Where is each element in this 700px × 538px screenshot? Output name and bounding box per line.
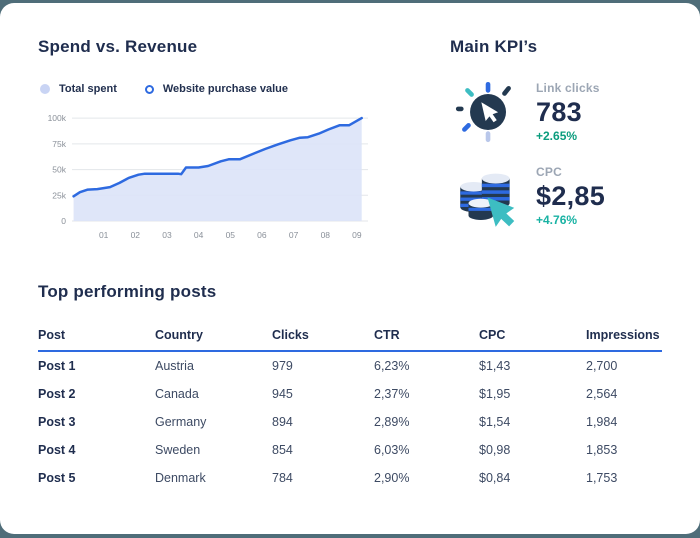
table-cell: 2,89% xyxy=(374,415,410,429)
ring-icon xyxy=(144,84,154,94)
svg-text:04: 04 xyxy=(194,230,204,240)
kpi-text-block: CPC $2,85 +4.76% xyxy=(536,165,605,227)
chart-legend: Total spent Website purchase value xyxy=(40,83,430,95)
table-cell: Austria xyxy=(155,359,194,373)
table-cell: Canada xyxy=(155,387,199,401)
kpi-label: CPC xyxy=(536,165,562,179)
legend-label: Website purchase value xyxy=(162,83,288,95)
table-row: Post 3 Germany 894 2,89% $1,54 1,984 xyxy=(38,408,662,436)
table-cell: 894 xyxy=(272,415,293,429)
spend-area-chart: 0 25k 50k 75k 100k 01 02 03 04 05 06 07 08 09 xyxy=(38,103,430,248)
cursor-click-icon xyxy=(455,81,511,143)
table-cell: 1,753 xyxy=(586,471,618,485)
table-cell: $1,43 xyxy=(479,359,511,373)
posts-title: Top performing posts xyxy=(38,282,217,301)
top-performing-posts-panel: Top performing posts Post Country Clicks… xyxy=(38,282,662,492)
table-header-row: Post Country Clicks CTR CPC Impressions xyxy=(38,328,662,352)
table-row: Post 4 Sweden 854 6,03% $0,98 1,853 xyxy=(38,436,662,464)
column-header-ctr: CTR xyxy=(374,328,400,342)
table-cell: $1,54 xyxy=(479,415,511,429)
kpi-value: $2,85 xyxy=(536,181,606,211)
table-cell: 2,90% xyxy=(374,471,410,485)
svg-text:01: 01 xyxy=(99,230,109,240)
table-cell: 2,700 xyxy=(586,359,618,373)
top-row: Spend vs. Revenue Total spent Website pu… xyxy=(38,37,662,248)
dashboard-card: Spend vs. Revenue Total spent Website pu… xyxy=(0,3,700,534)
table-cell: $0,98 xyxy=(479,443,511,457)
table-cell: 784 xyxy=(272,471,293,485)
table-row: Post 1 Austria 979 6,23% $1,43 2,700 xyxy=(38,352,662,380)
table-cell: Germany xyxy=(155,415,207,429)
column-header-country: Country xyxy=(155,328,203,342)
table-cell: $0,84 xyxy=(479,471,511,485)
table-cell: 6,23% xyxy=(374,359,410,373)
table-row: Post 5 Denmark 784 2,90% $0,84 1,753 xyxy=(38,464,662,492)
kpi-cpc: CPC $2,85 +4.76% xyxy=(450,159,662,233)
svg-text:08: 08 xyxy=(321,230,331,240)
spend-vs-revenue-panel: Spend vs. Revenue Total spent Website pu… xyxy=(38,37,430,248)
svg-text:50k: 50k xyxy=(52,165,66,175)
table-row: Post 2 Canada 945 2,37% $1,95 2,564 xyxy=(38,380,662,408)
svg-text:05: 05 xyxy=(226,230,236,240)
table-cell: Sweden xyxy=(155,443,201,457)
kpi-text-block: Link clicks 783 +2.65% xyxy=(536,81,600,143)
svg-text:100k: 100k xyxy=(48,113,67,123)
column-header-clicks: Clicks xyxy=(272,328,309,342)
kpi-label: Link clicks xyxy=(536,81,600,95)
column-header-impressions: Impressions xyxy=(586,328,660,342)
table-body: Post 1 Austria 979 6,23% $1,43 2,700 Post 2 Can… xyxy=(38,352,662,492)
kpi-link-clicks: Link clicks 783 +2.65% xyxy=(450,75,662,149)
table-cell: 6,03% xyxy=(374,443,410,457)
coins-click-icon xyxy=(460,173,515,227)
legend-item-website-purchase-value[interactable]: Website purchase value xyxy=(144,83,288,95)
posts-table: Post Country Clicks CTR CPC Impressions … xyxy=(38,328,662,492)
table-cell: Post 2 xyxy=(38,387,76,401)
svg-text:06: 06 xyxy=(257,230,267,240)
svg-text:03: 03 xyxy=(162,230,172,240)
legend-item-total-spent[interactable]: Total spent xyxy=(40,83,117,95)
table-cell: Denmark xyxy=(155,471,206,485)
table-cell: 979 xyxy=(272,359,293,373)
kpi-delta: +2.65% xyxy=(536,129,578,143)
main-kpi-panel: Main KPI’s Link clicks xyxy=(430,37,662,248)
filled-dot-icon xyxy=(40,84,50,94)
table-cell: 2,564 xyxy=(586,387,618,401)
column-header-post: Post xyxy=(38,328,66,342)
table-cell: 1,984 xyxy=(586,415,618,429)
area-chart-svg: 0 25k 50k 75k 100k 01 02 03 04 05 06 07 08 09 xyxy=(48,113,368,240)
table-cell: Post 1 xyxy=(38,359,76,373)
svg-text:07: 07 xyxy=(289,230,299,240)
table-cell: Post 5 xyxy=(38,471,76,485)
kpi-value: 783 xyxy=(536,97,582,127)
table-cell: 945 xyxy=(272,387,293,401)
svg-text:75k: 75k xyxy=(52,139,66,149)
kpi-delta: +4.76% xyxy=(536,213,578,227)
svg-text:09: 09 xyxy=(352,230,362,240)
column-header-cpc: CPC xyxy=(479,328,506,342)
table-cell: 2,37% xyxy=(374,387,410,401)
svg-text:25k: 25k xyxy=(52,190,66,200)
table-cell: Post 4 xyxy=(38,443,76,457)
svg-text:0: 0 xyxy=(61,216,66,226)
spend-chart-title: Spend vs. Revenue xyxy=(38,37,198,56)
table-cell: $1,95 xyxy=(479,387,511,401)
table-cell: 1,853 xyxy=(586,443,618,457)
legend-label: Total spent xyxy=(59,83,117,95)
svg-text:02: 02 xyxy=(131,230,141,240)
kpi-title: Main KPI’s xyxy=(450,37,538,56)
table-cell: 854 xyxy=(272,443,293,457)
table-cell: Post 3 xyxy=(38,415,76,429)
